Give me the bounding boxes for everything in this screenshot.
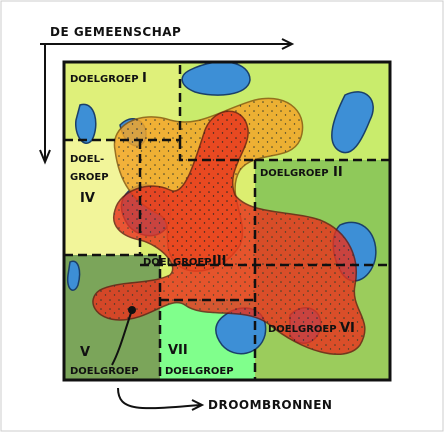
zone-label: DOELGROEP [70,366,139,377]
zone-numeral: V [80,345,90,360]
zone-label: DOELGROEP [260,168,329,179]
axis-label: DROOMBRONNEN [208,398,332,412]
zone-numeral: VII [168,343,188,358]
zone-numeral: I [142,71,147,86]
zone-label: DOELGROEP [143,257,212,268]
zone-label: DOEL- [70,154,104,165]
zone-label: DOELGROEP [70,74,139,85]
axis-label: DE GEMEENSCHAP [50,25,181,39]
zone-numeral: VI [340,321,355,336]
zone-numeral: IV [80,191,95,206]
zone-label: GROEP [70,172,109,183]
zone-numeral: II [333,165,343,180]
zone-numeral: III [212,254,227,269]
zone-label: DOELGROEP [165,366,234,377]
diagram: DE GEMEENSCHAP DROOMBRONNEN DOELGROEP I … [0,0,444,432]
zone-label: DOELGROEP [268,324,337,335]
